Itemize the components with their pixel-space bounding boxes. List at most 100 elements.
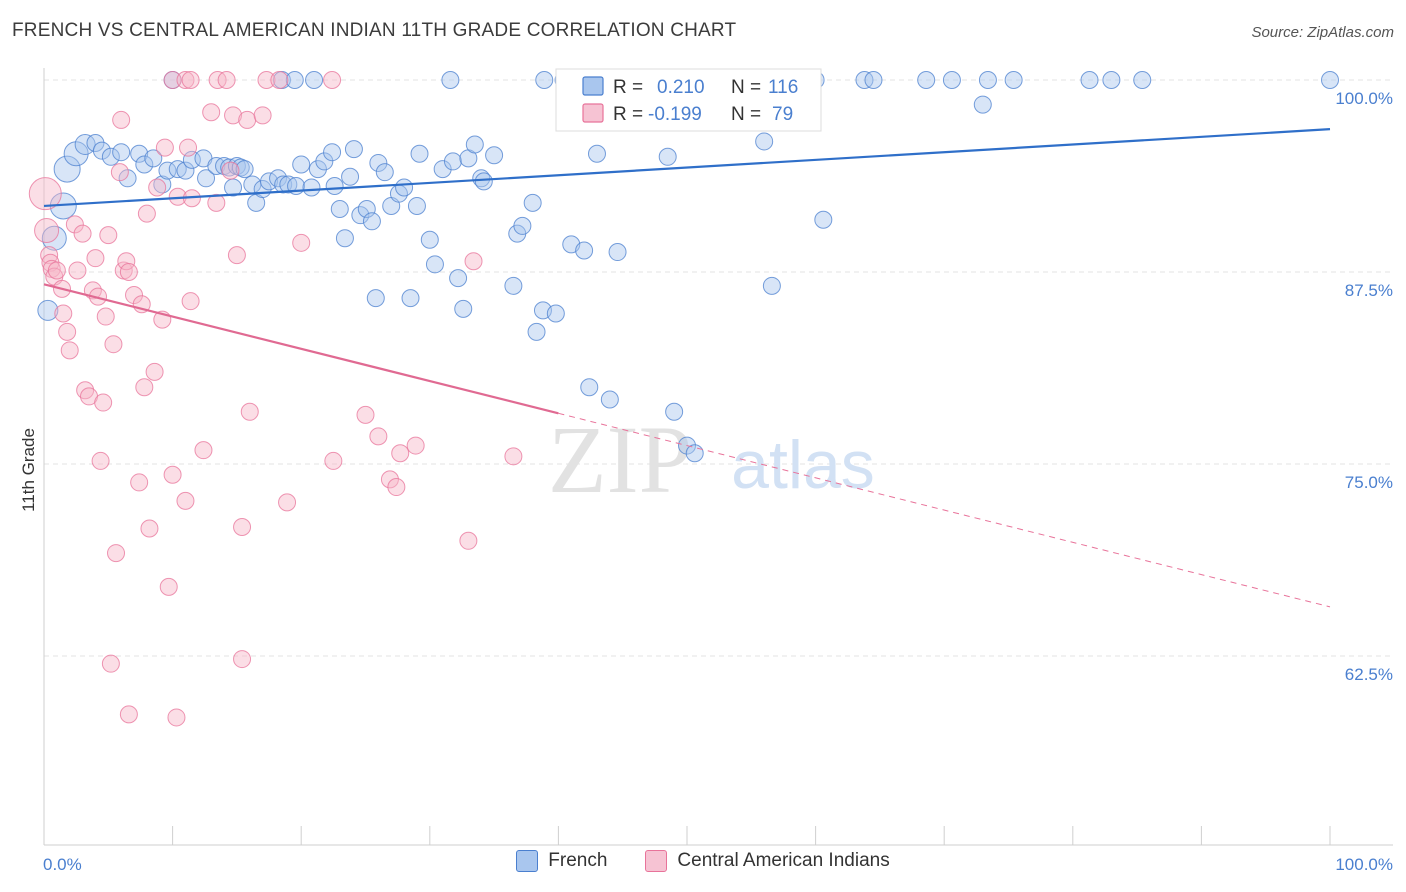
french-point-115: [1102, 71, 1121, 89]
french-point-73: [527, 322, 546, 341]
cai-point-34: [135, 378, 154, 397]
stats-n-value-cai: 79: [772, 104, 793, 125]
axes: [43, 68, 1393, 846]
french-point-68: [485, 146, 504, 165]
french-point-92: [285, 71, 304, 89]
french-point-49: [366, 289, 385, 308]
stats-n-label-cai: N =: [731, 104, 761, 125]
trend-lines: [43, 128, 1331, 608]
cai-point-42: [163, 465, 182, 484]
cai-point-48: [202, 103, 221, 122]
french-point-71: [513, 216, 532, 235]
french-point-56: [407, 196, 426, 215]
french-point-37: [302, 178, 321, 197]
cai-point-66: [459, 531, 478, 550]
french-point-88: [814, 210, 833, 229]
french-point-14: [153, 175, 172, 194]
cai-point-50: [221, 161, 240, 180]
french-point-80: [600, 390, 619, 409]
cai-point-58: [292, 233, 311, 252]
french-point-59: [425, 255, 444, 274]
french-point-113: [1004, 71, 1023, 89]
cai-point-74: [176, 71, 195, 89]
cai-point-35: [137, 204, 156, 223]
cai-point-59: [324, 451, 343, 470]
cai-point-80: [323, 71, 342, 89]
chart-source: Source: ZipAtlas.com: [1251, 24, 1394, 41]
cai-point-57: [278, 493, 297, 512]
french-point-20: [197, 169, 216, 188]
french-point-69: [504, 276, 523, 295]
cai-point-12: [68, 261, 87, 280]
cai-point-75: [181, 71, 200, 89]
cai-point-26: [110, 163, 129, 182]
cai-point-67: [464, 252, 483, 271]
french-point-85: [685, 444, 704, 463]
french-point-11: [130, 144, 149, 163]
cai-point-0: [28, 177, 62, 211]
cai-point-22: [99, 226, 118, 245]
french-point-83: [665, 402, 684, 421]
french-point-89: [973, 95, 992, 114]
french-point-34: [279, 175, 298, 194]
legend-label-french: French: [548, 850, 608, 871]
cai-point-3: [41, 253, 60, 272]
french-point-27: [235, 160, 254, 179]
cai-point-23: [101, 654, 120, 673]
french-point-109: [864, 71, 883, 89]
legend-item-central-american-indians[interactable]: Central American Indians: [645, 850, 890, 872]
french-point-79: [587, 144, 606, 163]
french-point-77: [575, 241, 594, 260]
french-point-116: [1133, 71, 1152, 89]
french-point-16: [168, 160, 187, 179]
french-point-43: [335, 229, 354, 248]
cai-point-49: [207, 193, 226, 212]
cai-point-47: [194, 441, 213, 460]
cai-point-78: [257, 71, 276, 89]
x-tick-label-min: 0.0%: [43, 855, 82, 874]
french-point-110: [917, 71, 936, 89]
legend-swatch-central-american-indians: [645, 850, 668, 872]
cai-point-65: [406, 436, 425, 455]
stats-r-label-cai: R =: [613, 104, 643, 125]
trend-line-cai-extrapolated: [558, 412, 1331, 608]
cai-point-32: [130, 473, 149, 492]
french-point-87: [762, 276, 781, 295]
french-point-45: [344, 140, 363, 159]
french-point-51: [375, 163, 394, 182]
watermark-atlas: atlas: [731, 427, 875, 503]
watermark-zip: ZIP: [548, 406, 692, 513]
french-point-65: [465, 135, 484, 154]
cai-point-73: [163, 71, 182, 89]
french-point-12: [135, 155, 154, 174]
french-point-40: [323, 143, 342, 162]
cai-point-29: [117, 252, 136, 271]
french-point-42: [330, 200, 349, 219]
french-point-62: [449, 269, 468, 288]
trend-line-french: [43, 128, 1331, 208]
cai-point-41: [159, 577, 178, 596]
cai-point-13: [73, 224, 92, 243]
y-axis-label: 11th Grade: [19, 428, 38, 512]
y-tick-label-3: 100.0%: [1335, 89, 1393, 108]
cai-point-71: [233, 650, 252, 669]
french-point-82: [658, 147, 677, 166]
cai-point-17: [86, 249, 105, 268]
cai-point-19: [91, 451, 110, 470]
x-tick-label-max: 100.0%: [1335, 855, 1393, 874]
chart-title: FRENCH VS CENTRAL AMERICAN INDIAN 11TH G…: [12, 20, 737, 41]
french-point-63: [454, 299, 473, 318]
cai-point-11: [65, 215, 84, 234]
french-point-114: [1080, 71, 1099, 89]
cai-point-27: [112, 110, 131, 129]
stats-r-value-cai: -0.199: [648, 104, 702, 125]
cai-point-64: [391, 444, 410, 463]
french-point-33: [274, 175, 293, 194]
stats-swatch-french: [582, 76, 604, 96]
french-point-21: [207, 157, 226, 176]
french-point-61: [443, 152, 462, 171]
legend-item-french[interactable]: French: [516, 850, 607, 872]
cai-point-61: [369, 427, 388, 446]
french-point-38: [308, 160, 327, 179]
cai-point-79: [270, 71, 289, 89]
